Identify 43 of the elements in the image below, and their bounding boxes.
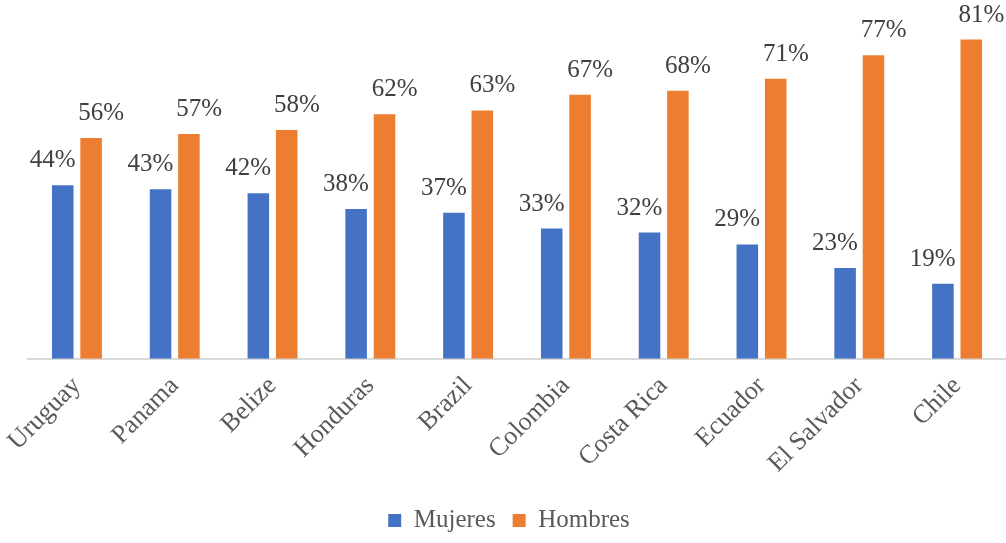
bar — [960, 39, 983, 359]
bar — [275, 130, 298, 359]
bar — [764, 78, 787, 359]
data-label: 43% — [127, 149, 174, 177]
data-label: 32% — [616, 192, 663, 220]
data-label: 38% — [323, 168, 369, 196]
legend-label: Mujeres — [413, 505, 496, 533]
bar — [178, 134, 200, 359]
data-label: 19% — [909, 243, 956, 271]
data-label: 77% — [860, 15, 907, 43]
bar — [862, 55, 885, 359]
data-label: 62% — [371, 74, 418, 102]
bar — [638, 232, 661, 359]
data-label: 44% — [29, 145, 76, 173]
data-label: 67% — [567, 54, 614, 82]
data-label: 63% — [469, 70, 516, 98]
data-label: 23% — [812, 228, 858, 256]
bar — [373, 114, 396, 359]
bar — [471, 110, 494, 359]
bar — [80, 137, 102, 359]
data-label: 42% — [225, 153, 272, 181]
bar — [569, 94, 591, 359]
bar — [443, 212, 465, 359]
bar — [345, 208, 367, 359]
data-label: 57% — [176, 94, 222, 122]
data-label: 71% — [762, 38, 809, 66]
data-label: 29% — [714, 204, 761, 232]
bar — [834, 268, 856, 359]
legend-label: Hombres — [538, 505, 630, 533]
data-label: 58% — [273, 90, 320, 118]
data-label: 56% — [78, 98, 125, 126]
bar — [667, 90, 689, 359]
bar — [51, 185, 74, 359]
x-tick-label: Chile — [905, 370, 967, 431]
data-label: 37% — [420, 172, 467, 200]
data-label: 81% — [958, 0, 1005, 27]
bar — [247, 193, 270, 359]
bar — [932, 283, 954, 359]
bar — [540, 228, 563, 359]
bar — [736, 244, 759, 359]
bar — [149, 189, 172, 359]
data-label: 68% — [665, 50, 711, 78]
data-label: 33% — [518, 188, 565, 216]
